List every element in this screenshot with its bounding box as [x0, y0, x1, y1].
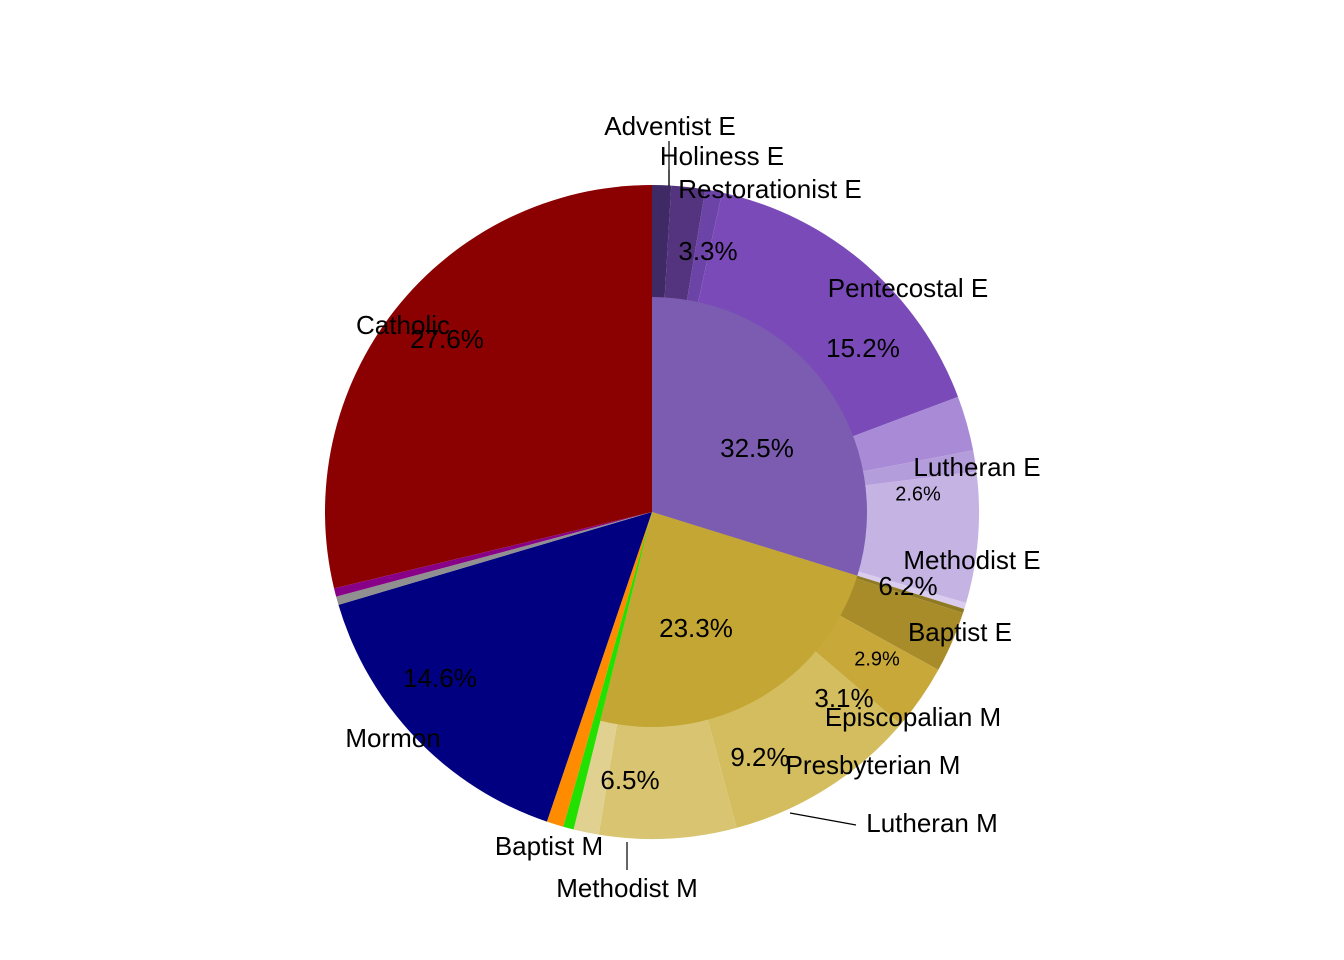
pct-pentecostal-e: 15.2% — [826, 333, 900, 363]
label-mormon: Mormon — [345, 723, 440, 753]
slice-orange — [546, 512, 652, 827]
label-holiness-e: Holiness E — [660, 141, 784, 171]
pct-restorationist-e: 3.3% — [678, 236, 737, 266]
pct-presbyterian-m: 3.1% — [814, 683, 873, 713]
pct-methodist-m: 6.5% — [600, 765, 659, 795]
label-baptist-m: Baptist M — [495, 831, 603, 861]
label-baptist-e: Baptist E — [908, 617, 1012, 647]
inner-ring — [600, 297, 867, 727]
label-pentecostal-e: Pentecostal E — [828, 273, 988, 303]
pct-lutheran-e: 2.6% — [895, 483, 941, 505]
slice-green — [563, 512, 652, 830]
leader-lutheran-m — [789, 812, 857, 826]
label-catholic: Catholic — [356, 310, 450, 340]
slice-catholic — [325, 185, 652, 589]
pct-catholic: 27.6% — [410, 324, 484, 354]
inner-label-evangelical: 32.5% — [720, 433, 794, 463]
label-lutheran-m: Lutheran M — [866, 808, 998, 838]
pct-mormon: 14.6% — [403, 663, 477, 693]
slice-mormon — [338, 512, 652, 822]
label-lutheran-e: Lutheran E — [913, 452, 1040, 482]
label-presbyterian-m: Presbyterian M — [786, 750, 961, 780]
inner-slice-mainline — [600, 512, 858, 727]
label-episcopalian-m: Episcopalian M — [825, 702, 1001, 732]
label-adventist-e: Adventist E — [604, 111, 736, 141]
inner-slice-evangelical — [652, 297, 867, 576]
pct-methodist-e: 6.2% — [878, 571, 937, 601]
label-methodist-e: Methodist E — [903, 545, 1040, 575]
slice-purple — [334, 512, 652, 597]
slice-gray — [336, 512, 652, 605]
label-methodist-m: Methodist M — [556, 873, 698, 903]
leader-lines — [626, 141, 857, 870]
pct-lutheran-m: 9.2% — [730, 742, 789, 772]
inner-label-mainline: 23.3% — [659, 613, 733, 643]
label-restorationist-e: Restorationist E — [678, 174, 862, 204]
pct-episcopalian-m: 2.9% — [854, 648, 900, 670]
